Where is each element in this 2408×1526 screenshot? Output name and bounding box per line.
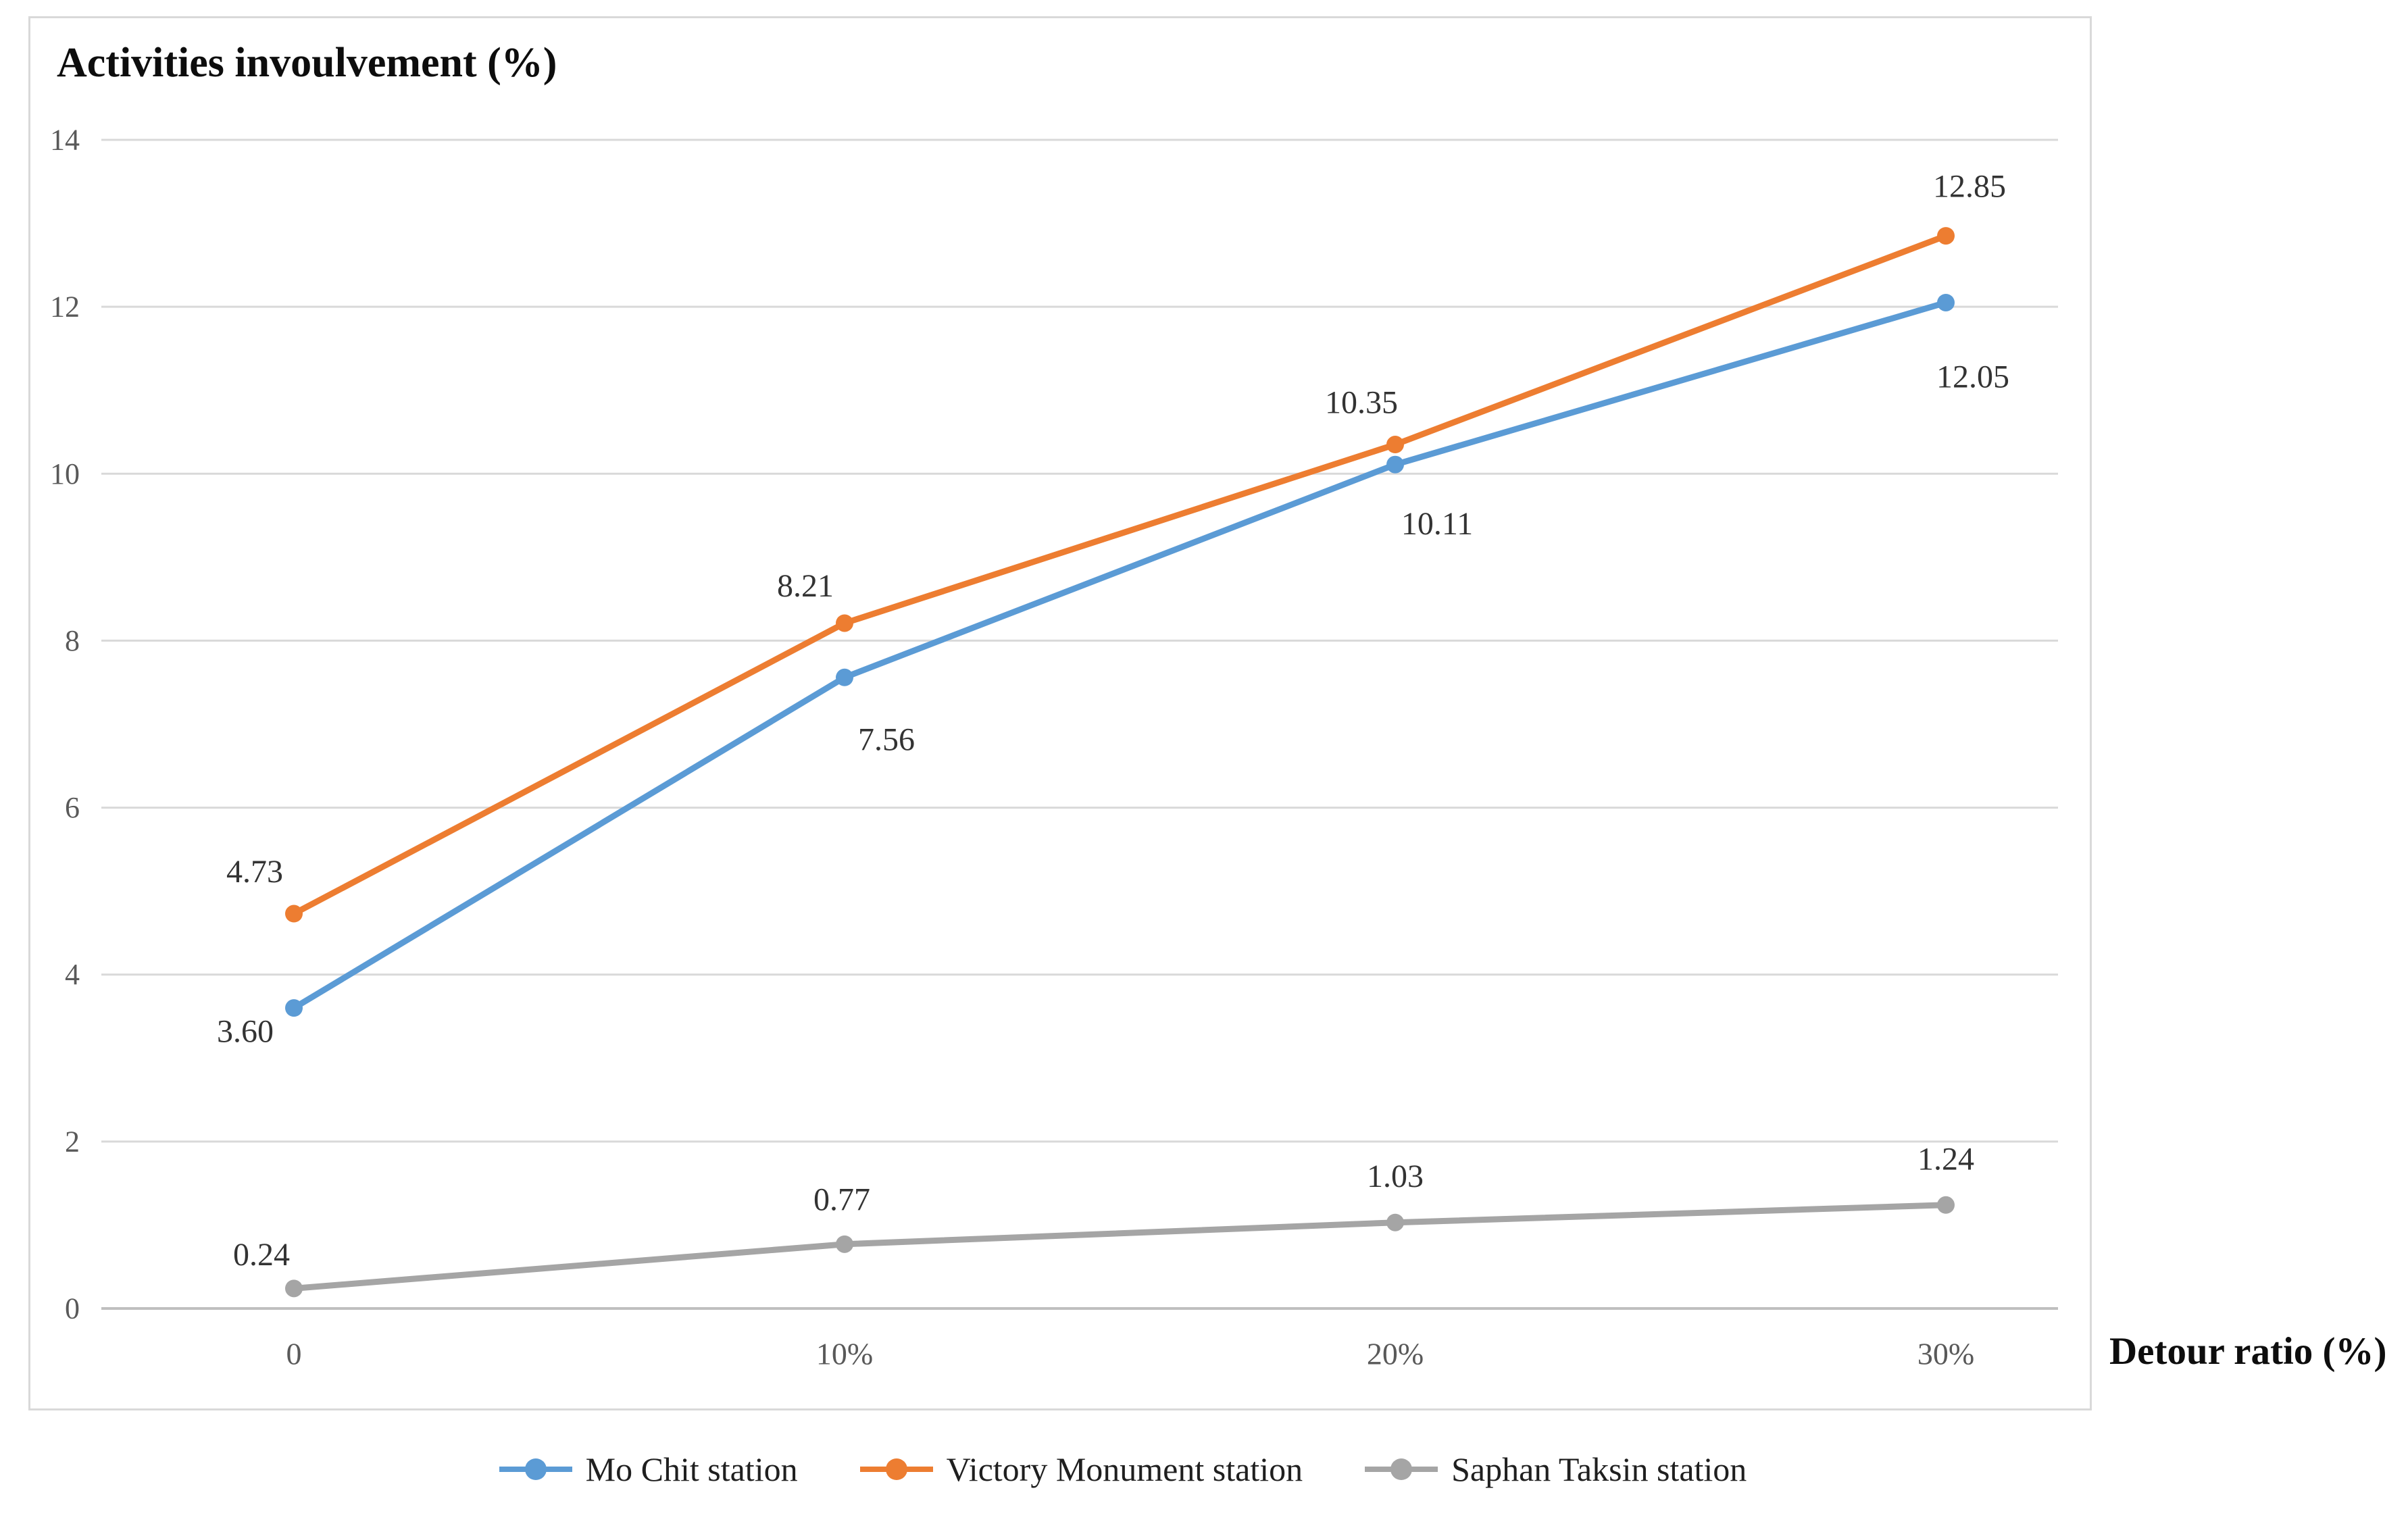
data-point-marker bbox=[836, 1235, 853, 1253]
data-point-marker bbox=[1386, 1213, 1404, 1231]
data-label: 7.56 bbox=[858, 721, 915, 757]
data-label: 0.24 bbox=[233, 1237, 290, 1273]
data-point-marker bbox=[285, 905, 303, 923]
data-label: 1.03 bbox=[1367, 1159, 1424, 1194]
data-label: 1.24 bbox=[1917, 1141, 1974, 1177]
legend: Mo Chit station Victory Monument station S… bbox=[0, 1450, 2408, 1489]
data-point-marker bbox=[285, 1279, 303, 1298]
data-label: 4.73 bbox=[226, 854, 283, 890]
chart-frame bbox=[28, 16, 2092, 1410]
y-tick-label: 4 bbox=[65, 958, 80, 991]
data-point-marker bbox=[1937, 293, 1955, 311]
series-line-3 bbox=[291, 1202, 1949, 1292]
legend-line-marker-icon bbox=[1365, 1458, 1438, 1480]
y-tick-label: 2 bbox=[65, 1125, 80, 1158]
x-tick-label: 20% bbox=[1367, 1337, 1424, 1371]
data-point-marker bbox=[1386, 436, 1404, 454]
legend-item: Saphan Taksin station bbox=[1365, 1450, 1747, 1489]
legend-label: Mo Chit station bbox=[585, 1450, 798, 1488]
x-tick-label: 10% bbox=[816, 1337, 873, 1371]
data-point-marker bbox=[285, 999, 303, 1017]
series-line-1 bbox=[291, 299, 1949, 1011]
legend-label: Saphan Taksin station bbox=[1451, 1450, 1747, 1488]
x-tick-label: 30% bbox=[1917, 1337, 1974, 1371]
data-label: 10.11 bbox=[1401, 506, 1473, 542]
series-line-2 bbox=[291, 232, 1949, 917]
y-tick-label: 0 bbox=[65, 1292, 80, 1325]
data-point-marker bbox=[836, 614, 853, 632]
y-tick-label: 6 bbox=[65, 791, 80, 824]
legend-label: Victory Monument station bbox=[946, 1450, 1303, 1488]
data-label: 0.77 bbox=[813, 1181, 870, 1217]
data-point-marker bbox=[836, 668, 853, 686]
x-tick-label: 0 bbox=[286, 1337, 302, 1371]
legend-line-marker-icon bbox=[499, 1458, 572, 1480]
chart-title: Activities invoulvement (%) bbox=[57, 40, 557, 86]
data-point-marker bbox=[1937, 227, 1955, 245]
y-tick-label: 14 bbox=[50, 124, 80, 157]
data-label: 10.35 bbox=[1325, 385, 1398, 421]
data-label: 3.60 bbox=[217, 1014, 274, 1050]
data-label: 8.21 bbox=[777, 568, 834, 604]
x-axis-title: Detour ratio (%) bbox=[2109, 1330, 2387, 1373]
data-point-marker bbox=[1386, 455, 1404, 474]
legend-item: Victory Monument station bbox=[859, 1450, 1303, 1489]
data-label: 12.85 bbox=[1933, 169, 2006, 205]
data-point-marker bbox=[1937, 1196, 1955, 1214]
data-label: 12.05 bbox=[1936, 359, 2009, 395]
legend-line-marker-icon bbox=[859, 1458, 933, 1480]
y-tick-label: 10 bbox=[50, 457, 80, 490]
legend-item: Mo Chit station bbox=[499, 1450, 798, 1489]
y-tick-label: 12 bbox=[50, 290, 80, 324]
y-tick-label: 8 bbox=[65, 624, 80, 657]
